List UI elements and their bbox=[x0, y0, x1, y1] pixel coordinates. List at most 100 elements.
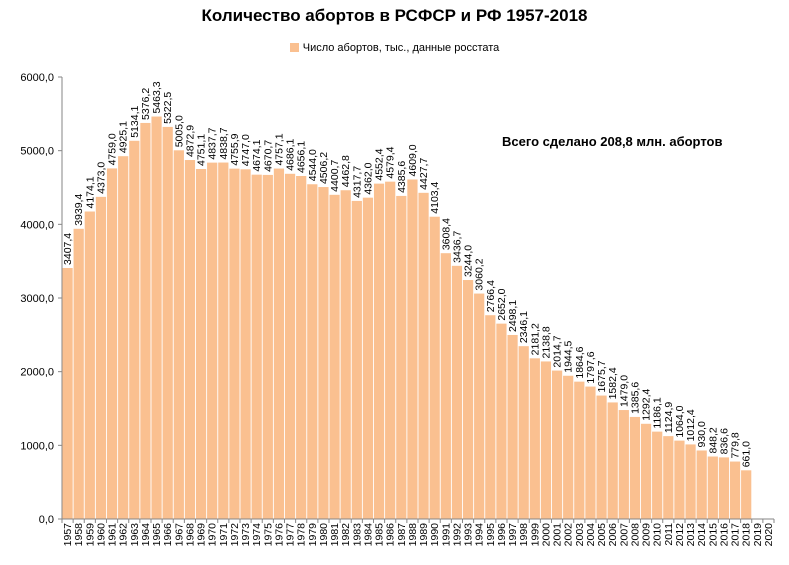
bar bbox=[106, 168, 118, 519]
bar bbox=[674, 440, 685, 519]
bar bbox=[273, 168, 285, 519]
data-label: 4385,6 bbox=[396, 161, 408, 193]
x-tick-label: 1965 bbox=[151, 523, 163, 547]
x-tick-label: 2008 bbox=[629, 523, 641, 547]
x-tick-label: 2001 bbox=[552, 523, 564, 547]
bar bbox=[407, 179, 418, 519]
data-label: 1292,4 bbox=[641, 389, 653, 421]
data-label: 4609,0 bbox=[407, 144, 419, 176]
x-tick-label: 2019 bbox=[752, 523, 764, 547]
legend-swatch bbox=[289, 43, 299, 52]
data-label: 3436,7 bbox=[451, 231, 463, 263]
data-label: 4686,1 bbox=[285, 139, 297, 171]
data-label: 5463,3 bbox=[151, 81, 163, 113]
x-tick-label: 2016 bbox=[718, 523, 730, 547]
x-tick-label: 1993 bbox=[463, 523, 475, 547]
bar bbox=[218, 162, 229, 519]
x-tick-label: 2007 bbox=[618, 523, 630, 547]
bar bbox=[596, 395, 607, 519]
x-tick-label: 2002 bbox=[563, 523, 575, 547]
bar bbox=[307, 184, 318, 519]
data-label: 4506,2 bbox=[318, 152, 330, 184]
x-tick-label: 2006 bbox=[607, 523, 619, 547]
data-label: 4174,1 bbox=[84, 176, 96, 208]
data-label: 4462,8 bbox=[340, 155, 352, 187]
x-tick-label: 1996 bbox=[496, 523, 508, 547]
data-label: 3939,4 bbox=[73, 194, 85, 226]
y-tick-label: 5000,0 bbox=[20, 146, 54, 158]
bar bbox=[351, 200, 362, 519]
data-label: 3608,4 bbox=[440, 218, 452, 250]
bar bbox=[151, 116, 162, 520]
data-label: 1385,6 bbox=[629, 382, 641, 414]
bar bbox=[129, 140, 140, 519]
x-tick-label: 1991 bbox=[440, 523, 452, 547]
bar bbox=[73, 228, 84, 519]
bar bbox=[362, 197, 374, 519]
bar bbox=[451, 265, 463, 519]
data-label: 779,8 bbox=[730, 432, 742, 458]
data-label: 2138,8 bbox=[540, 326, 552, 358]
data-label: 4757,1 bbox=[273, 133, 285, 165]
bar bbox=[418, 192, 429, 519]
data-label: 4317,7 bbox=[351, 166, 363, 198]
x-tick-label: 1970 bbox=[207, 523, 219, 547]
data-label: 848,2 bbox=[707, 427, 719, 453]
x-tick-label: 1968 bbox=[184, 523, 196, 547]
bar bbox=[685, 444, 696, 519]
data-label: 2014,7 bbox=[552, 335, 564, 367]
data-label: 2181,2 bbox=[529, 323, 541, 355]
data-label: 1675,7 bbox=[596, 360, 608, 392]
y-tick-label: 3000,0 bbox=[20, 293, 54, 305]
bar bbox=[173, 150, 184, 519]
bar bbox=[629, 416, 641, 519]
bar bbox=[696, 450, 707, 519]
y-tick-label: 0,0 bbox=[39, 514, 54, 526]
x-tick-label: 1957 bbox=[62, 523, 74, 547]
bar bbox=[229, 168, 240, 520]
x-tick-label: 1990 bbox=[429, 523, 441, 547]
x-tick-label: 2013 bbox=[685, 523, 697, 547]
bar bbox=[318, 187, 329, 519]
y-tick-label: 1000,0 bbox=[20, 440, 54, 452]
data-label: 3407,4 bbox=[62, 233, 74, 265]
bar bbox=[195, 169, 207, 519]
bar bbox=[640, 423, 652, 519]
bar bbox=[574, 381, 585, 519]
data-label: 4747,0 bbox=[240, 134, 252, 166]
x-tick-label: 1997 bbox=[507, 523, 519, 547]
x-tick-label: 1979 bbox=[307, 523, 319, 547]
data-label: 5376,2 bbox=[140, 88, 152, 120]
x-tick-label: 1972 bbox=[229, 523, 241, 547]
data-label: 4925,1 bbox=[118, 121, 130, 153]
y-tick-label: 6000,0 bbox=[20, 72, 54, 84]
x-tick-label: 1967 bbox=[173, 523, 185, 547]
x-tick-label: 2000 bbox=[540, 523, 552, 547]
x-tick-label: 2017 bbox=[730, 523, 742, 547]
x-tick-label: 1960 bbox=[95, 523, 107, 547]
x-tick-label: 1977 bbox=[285, 523, 297, 547]
x-tick-label: 1987 bbox=[396, 523, 408, 547]
x-tick-label: 2012 bbox=[674, 523, 686, 547]
data-label: 2498,1 bbox=[507, 300, 519, 332]
x-tick-label: 2009 bbox=[641, 523, 653, 547]
x-tick-label: 1966 bbox=[162, 523, 174, 547]
bar bbox=[162, 126, 173, 519]
data-label: 1186,1 bbox=[652, 397, 664, 428]
bar bbox=[440, 253, 451, 519]
x-tick-label: 2014 bbox=[696, 523, 708, 547]
x-tick-label: 1963 bbox=[129, 523, 141, 547]
bar bbox=[707, 456, 718, 519]
bar bbox=[207, 162, 218, 519]
x-tick-label: 1998 bbox=[518, 523, 530, 547]
bar bbox=[385, 181, 396, 519]
data-label: 4751,1 bbox=[196, 134, 208, 166]
x-tick-label: 2018 bbox=[741, 523, 753, 547]
data-label: 4552,4 bbox=[374, 148, 386, 180]
x-tick-label: 1971 bbox=[218, 523, 230, 547]
bar bbox=[741, 470, 752, 519]
data-label: 4427,7 bbox=[418, 158, 430, 190]
x-tick-label: 2003 bbox=[574, 523, 586, 547]
x-tick-label: 1969 bbox=[196, 523, 208, 547]
